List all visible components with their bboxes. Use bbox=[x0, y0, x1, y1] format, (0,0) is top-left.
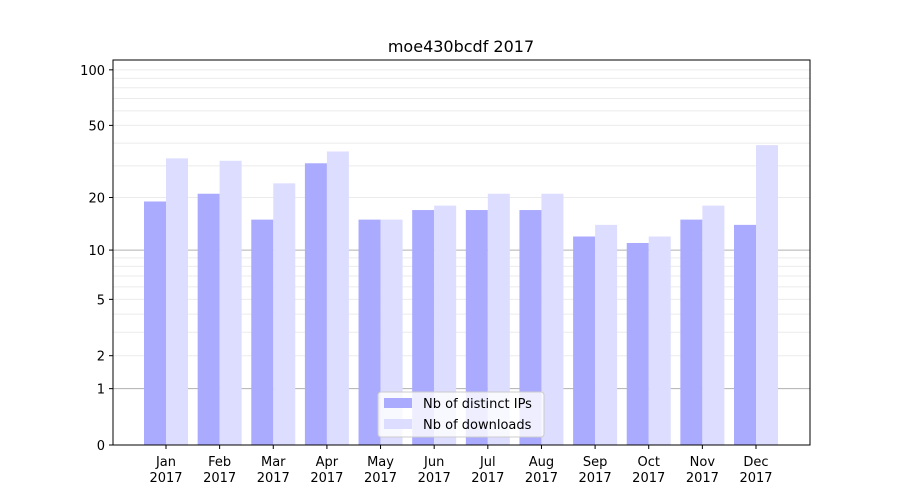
x-tick-label-line: 2017 bbox=[149, 471, 182, 486]
bar-downloads bbox=[326, 151, 349, 446]
bar-distinct-ips bbox=[412, 210, 435, 445]
x-tick-label: Nov 2017 bbox=[686, 455, 719, 486]
y-tick-label: 2 bbox=[97, 350, 105, 365]
chart-title: moe430bcdf 2017 bbox=[388, 37, 534, 56]
x-tick-label-line: 2017 bbox=[632, 471, 665, 486]
bar-downloads bbox=[219, 160, 242, 445]
x-tick-label-line: 2017 bbox=[257, 471, 290, 486]
y-tick-label: 0 bbox=[97, 439, 105, 454]
y-tick-label: 1 bbox=[97, 383, 105, 398]
legend-swatch bbox=[384, 398, 412, 408]
bar-downloads bbox=[380, 219, 403, 445]
x-tick-label-line: 2017 bbox=[739, 471, 772, 486]
x-tick-label-line: 2017 bbox=[471, 471, 504, 486]
bar-downloads bbox=[595, 224, 618, 445]
bar-distinct-ips bbox=[144, 201, 166, 445]
x-tick-label: Apr 2017 bbox=[310, 455, 343, 486]
x-tick-label: Mar 2017 bbox=[257, 455, 290, 486]
bar-distinct-ips bbox=[358, 219, 381, 445]
bar-downloads bbox=[487, 193, 510, 445]
x-tick-label-line: Jan bbox=[155, 455, 176, 470]
x-tick-label: May 2017 bbox=[364, 455, 397, 486]
legend-swatch bbox=[384, 419, 412, 429]
bar-downloads bbox=[434, 205, 457, 445]
bar-downloads bbox=[702, 205, 725, 445]
bar-downloads bbox=[541, 193, 564, 445]
y-tick-label: 10 bbox=[88, 244, 105, 259]
bar-downloads bbox=[273, 183, 296, 445]
x-tick-label-line: 2017 bbox=[418, 471, 451, 486]
x-tick-label: Jun 2017 bbox=[418, 455, 451, 486]
x-tick-label: Sep 2017 bbox=[579, 455, 612, 486]
bar-downloads bbox=[648, 236, 671, 445]
x-tick-label: Jul 2017 bbox=[471, 455, 504, 486]
plot-frame bbox=[112, 59, 811, 446]
bar-distinct-ips bbox=[626, 243, 649, 445]
legend-label: Nb of downloads bbox=[423, 418, 532, 433]
x-tick-label-line: Jul bbox=[479, 455, 496, 470]
y-tick-label: 100 bbox=[80, 64, 105, 79]
bar-distinct-ips bbox=[251, 219, 274, 445]
x-tick-label-line: Feb bbox=[208, 455, 231, 470]
bar-distinct-ips bbox=[680, 219, 703, 445]
legend: Nb of distinct IPs Nb of downloads bbox=[377, 391, 545, 438]
bar-distinct-ips bbox=[465, 210, 488, 445]
x-tick-label-line: Mar bbox=[261, 455, 286, 470]
x-tick-label-line: May bbox=[367, 455, 394, 470]
x-tick-label: Oct 2017 bbox=[632, 455, 665, 486]
x-tick-label-line: Jun bbox=[423, 455, 444, 470]
bar-distinct-ips bbox=[573, 236, 596, 445]
x-tick-label-line: 2017 bbox=[203, 471, 236, 486]
x-tick-label: Dec 2017 bbox=[739, 455, 772, 486]
x-tick-label-line: Apr bbox=[316, 455, 339, 470]
x-tick-label-line: Sep bbox=[583, 455, 608, 470]
bar-distinct-ips bbox=[197, 193, 220, 445]
legend-box bbox=[377, 391, 545, 438]
y-tick-label: 50 bbox=[88, 119, 105, 134]
x-tick-label-line: Dec bbox=[743, 455, 768, 470]
x-tick-label: Aug 2017 bbox=[525, 455, 558, 486]
x-tick-label: Jan 2017 bbox=[149, 455, 182, 486]
bar-distinct-ips bbox=[519, 210, 542, 445]
y-tick-label: 20 bbox=[88, 192, 105, 207]
bar-downloads bbox=[756, 145, 778, 446]
legend-label: Nb of distinct IPs bbox=[423, 397, 532, 412]
x-tick-label: Feb 2017 bbox=[203, 455, 236, 486]
x-tick-label-line: 2017 bbox=[310, 471, 343, 486]
bar-distinct-ips bbox=[304, 163, 327, 445]
bar-downloads bbox=[166, 158, 188, 445]
x-tick-label-line: Nov bbox=[690, 455, 716, 470]
x-tick-label-line: 2017 bbox=[579, 471, 612, 486]
bar-distinct-ips bbox=[734, 224, 756, 445]
x-tick-label-line: 2017 bbox=[364, 471, 397, 486]
x-tick-label-line: 2017 bbox=[525, 471, 558, 486]
x-tick-label-line: Oct bbox=[637, 455, 659, 470]
x-tick-label-line: 2017 bbox=[686, 471, 719, 486]
y-tick-label: 5 bbox=[97, 293, 105, 308]
x-tick-label-line: Aug bbox=[529, 455, 554, 470]
